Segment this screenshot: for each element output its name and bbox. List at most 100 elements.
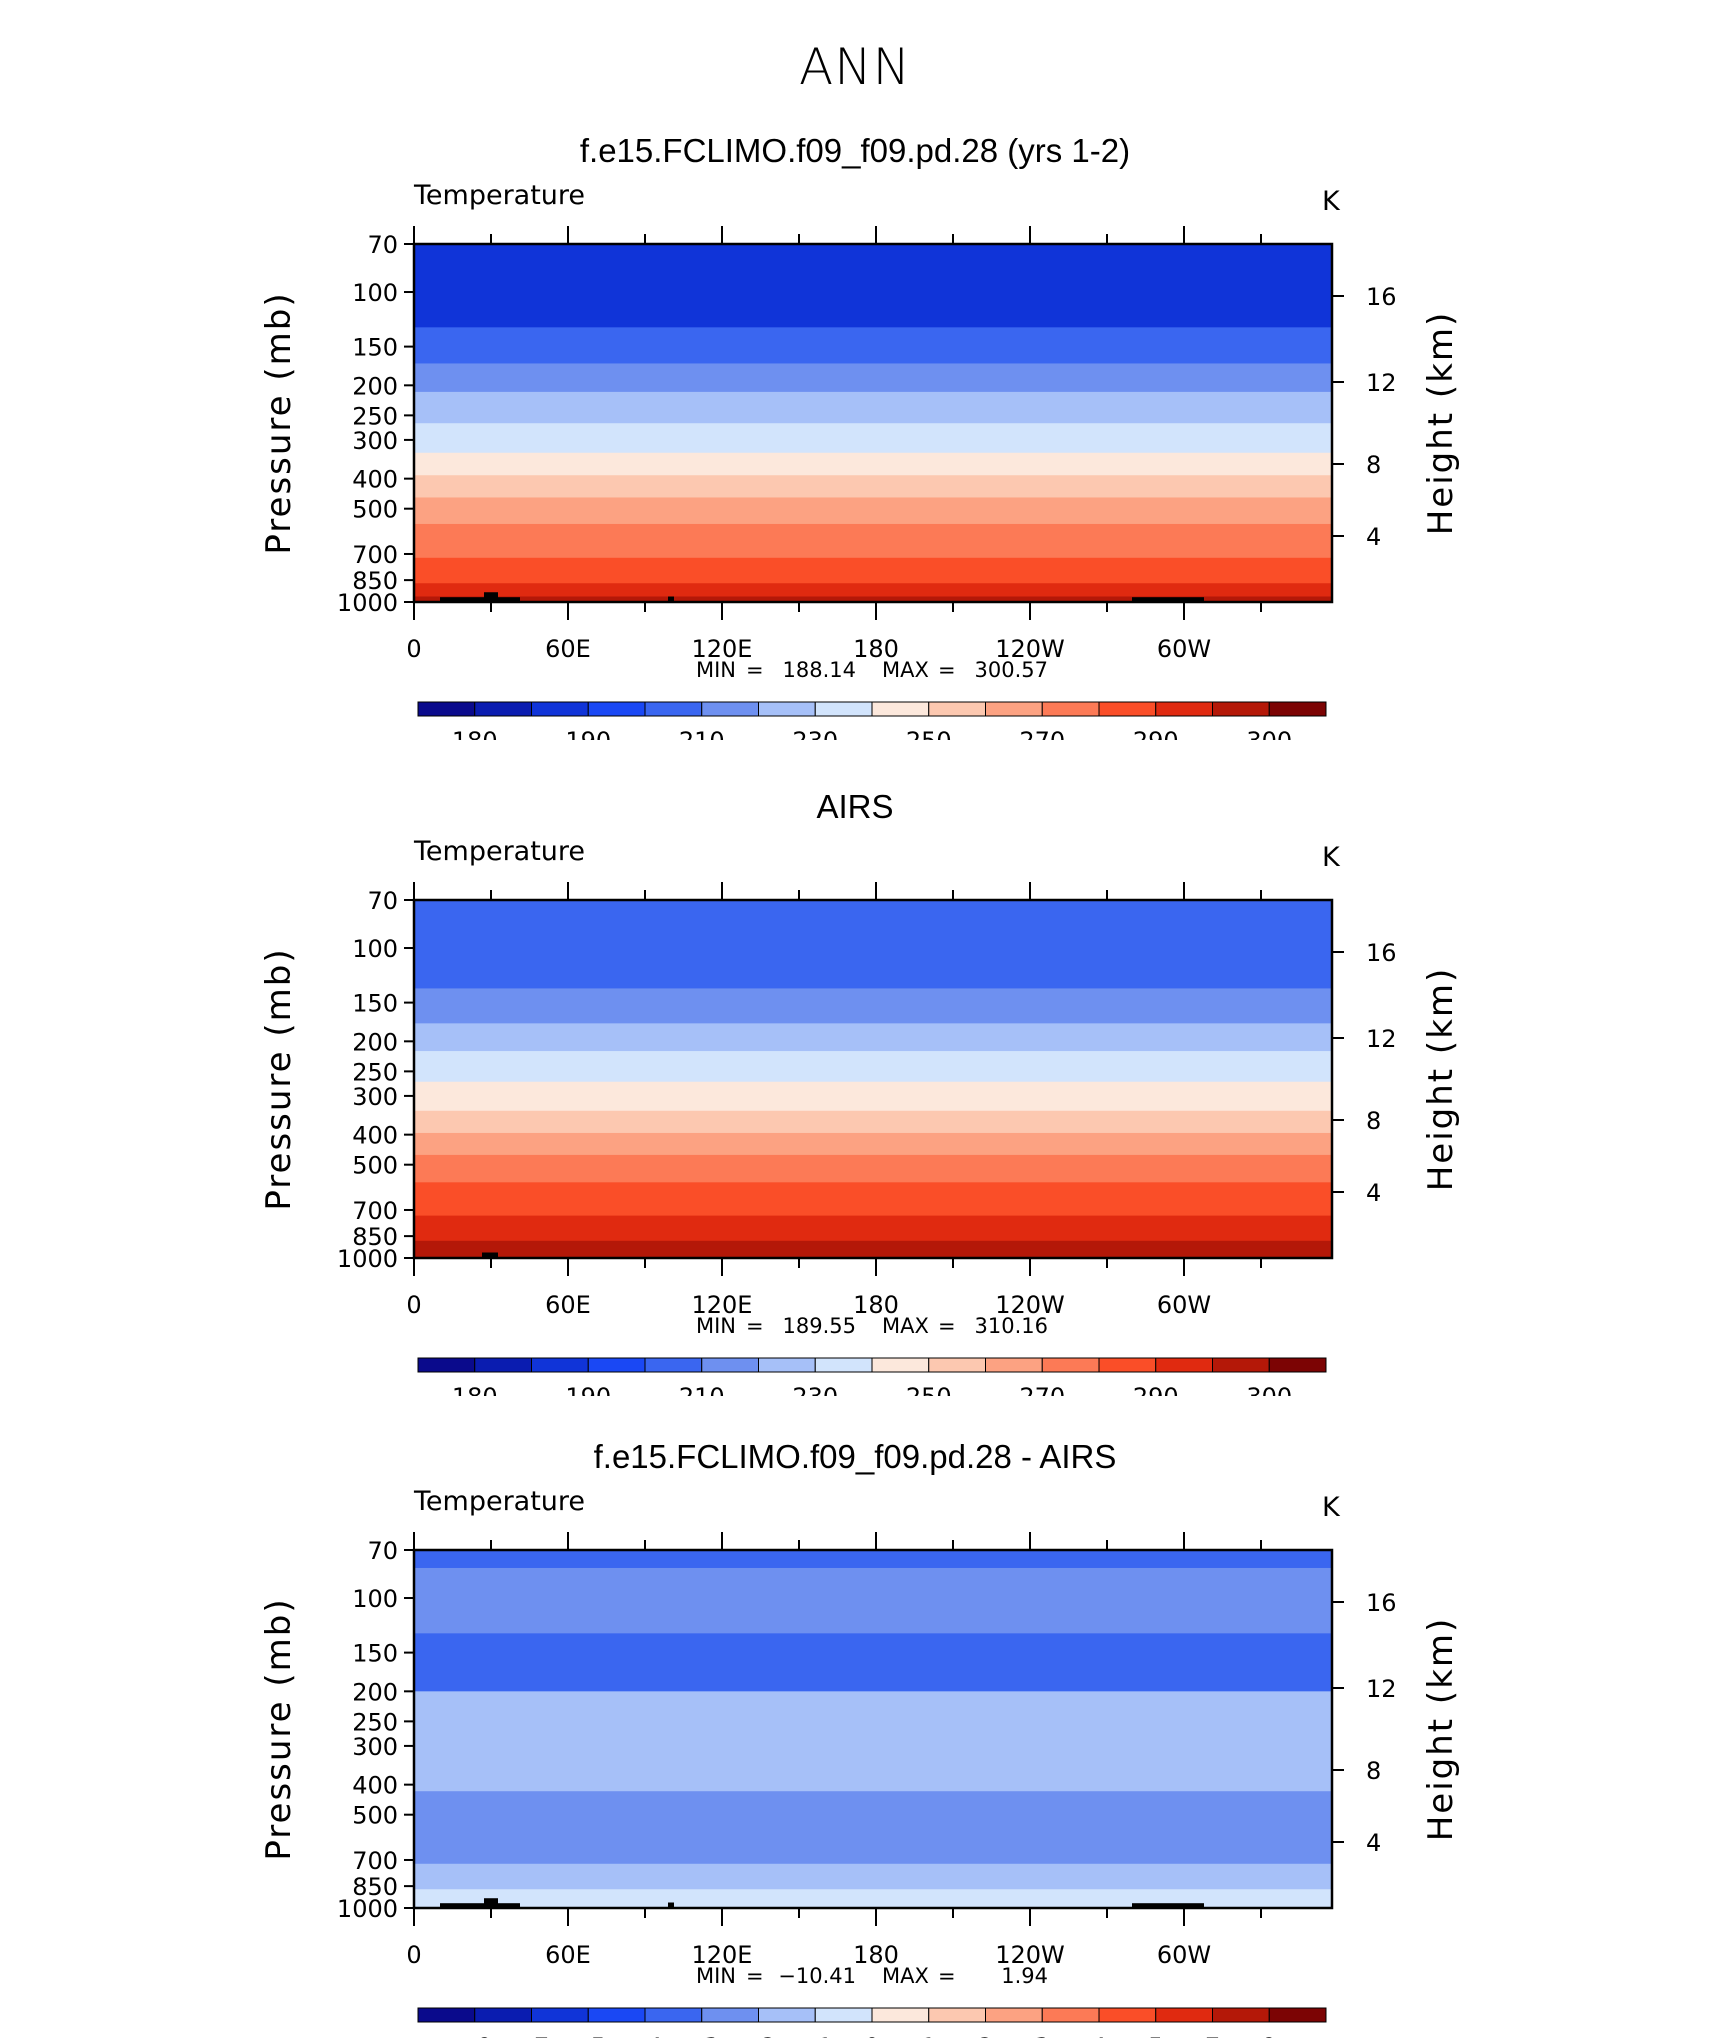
max-value: 1.94 xyxy=(1001,1964,1048,1988)
units-label: K xyxy=(1322,1492,1341,1523)
colorbar-box-9 xyxy=(871,2007,930,2023)
colorbar-box-7 xyxy=(758,1357,816,1373)
colorbar-box-10 xyxy=(928,1357,986,1373)
land-mask-3 xyxy=(668,1902,674,1908)
colorbar-box-8 xyxy=(814,2007,873,2023)
colorbar-box-13 xyxy=(1098,701,1157,717)
figure-title: ANN xyxy=(798,38,911,96)
colorbar-label-6: 270 xyxy=(1019,727,1065,740)
variable-label: Temperature xyxy=(413,180,585,211)
units-label: K xyxy=(1322,842,1341,873)
colorbar-label-2: 190 xyxy=(565,1383,611,1396)
colorbar-box-3 xyxy=(531,2007,589,2023)
max-value: 300.57 xyxy=(975,658,1048,682)
colorbar-label-5: 250 xyxy=(906,1383,952,1396)
x-tick-label-3: 180 xyxy=(853,1941,899,1969)
contour-band-5 xyxy=(414,423,1332,454)
y-tick-label-500: 500 xyxy=(352,496,398,524)
y-tick-label-70: 70 xyxy=(367,887,398,915)
y-axis-label: Pressure (mb) xyxy=(259,291,299,554)
y-tick-label-150: 150 xyxy=(352,334,398,362)
land-mask-2 xyxy=(484,1898,498,1908)
colorbar-label-3: 210 xyxy=(679,727,725,740)
min-label: MIN xyxy=(696,1314,736,1338)
colorbar-box-7 xyxy=(758,701,816,717)
contour-band-3 xyxy=(414,1023,1332,1052)
colorbar-box-3 xyxy=(531,701,589,717)
y-tick-label-500: 500 xyxy=(352,1802,398,1830)
colorbar-box-14 xyxy=(1155,1357,1213,1373)
y2-axis-label: Height (km) xyxy=(1421,1617,1461,1842)
x-tick-label-5: 60W xyxy=(1157,1291,1211,1319)
colorbar-box-16 xyxy=(1268,1357,1327,1373)
y-tick-label-850: 850 xyxy=(352,1873,398,1901)
colorbar-label-4: 230 xyxy=(792,727,838,740)
colorbar-label-1: 180 xyxy=(452,727,498,740)
contour-band-7 xyxy=(414,1132,1332,1156)
colorbar-box-11 xyxy=(985,1357,1043,1373)
land-mask-4 xyxy=(1132,1903,1204,1908)
colorbar-label-2: −7 xyxy=(514,2033,549,2038)
y2-axis-label: Height (km) xyxy=(1421,967,1461,1192)
contour-band-2 xyxy=(414,1567,1332,1634)
y2-tick-label-16: 16 xyxy=(1366,1589,1397,1617)
max-equals: = xyxy=(938,1964,956,1988)
colorbar-label-15: 9 xyxy=(1262,2033,1277,2038)
x-tick-label-1: 60E xyxy=(545,1291,591,1319)
colorbar-box-5 xyxy=(644,2007,703,2023)
contour-band-4 xyxy=(414,1691,1332,1792)
y-tick-label-200: 200 xyxy=(352,1028,398,1056)
panel-1-plot: Temperature K7010015020025030040050070085… xyxy=(259,180,1461,740)
min-value: −10.41 xyxy=(778,1964,856,1988)
colorbar-box-1 xyxy=(417,701,476,717)
colorbar-label-10: 2 xyxy=(978,2033,993,2038)
min-label: MIN xyxy=(696,658,736,682)
plot-frame xyxy=(412,1548,1334,1910)
y-tick-label-850: 850 xyxy=(352,1223,398,1251)
variable-label: Temperature xyxy=(413,1486,585,1517)
land-mask-1 xyxy=(440,597,520,602)
colorbar-label-11: 3 xyxy=(1035,2033,1050,2038)
contour-band-4 xyxy=(414,1051,1332,1083)
y-tick-label-500: 500 xyxy=(352,1152,398,1180)
colorbar-label-2: 190 xyxy=(565,727,611,740)
land-mask-2 xyxy=(484,592,498,602)
min-value: 188.14 xyxy=(783,658,856,682)
min-value: 189.55 xyxy=(783,1314,856,1338)
contour-band-6 xyxy=(414,1110,1332,1134)
land-mask-3 xyxy=(668,596,674,602)
colorbar-box-16 xyxy=(1268,2007,1327,2023)
colorbar-box-4 xyxy=(587,2007,646,2023)
colorbar-box-12 xyxy=(1041,1357,1100,1373)
contour-band-11 xyxy=(414,583,1332,598)
max-label: MAX xyxy=(882,658,929,682)
y2-tick-label-8: 8 xyxy=(1366,1757,1381,1785)
contour-band-4 xyxy=(414,391,1332,424)
y-tick-label-200: 200 xyxy=(352,372,398,400)
min-label: MIN xyxy=(696,1964,736,1988)
x-tick-label-0: 0 xyxy=(406,635,421,663)
colorbar-box-11 xyxy=(985,701,1043,717)
colorbar-box-5 xyxy=(644,1357,703,1373)
contour-band-7 xyxy=(414,475,1332,498)
max-value: 310.16 xyxy=(975,1314,1048,1338)
colorbar-box-11 xyxy=(985,2007,1043,2023)
colorbar-label-6: 270 xyxy=(1019,1383,1065,1396)
contour-band-1 xyxy=(414,1550,1332,1569)
x-tick-label-1: 60E xyxy=(545,635,591,663)
colorbar-box-16 xyxy=(1268,701,1327,717)
y2-tick-label-12: 12 xyxy=(1366,1675,1397,1703)
colorbar-label-8: 300 xyxy=(1246,727,1292,740)
colorbar-box-15 xyxy=(1212,701,1270,717)
colorbar-box-5 xyxy=(644,701,703,717)
max-label: MAX xyxy=(882,1964,929,1988)
colorbar-label-1: 180 xyxy=(452,1383,498,1396)
y-tick-label-70: 70 xyxy=(367,1537,398,1565)
y-tick-label-300: 300 xyxy=(352,1083,398,1111)
colorbar-box-14 xyxy=(1155,701,1213,717)
y2-tick-label-8: 8 xyxy=(1366,1107,1381,1135)
y-tick-label-150: 150 xyxy=(352,990,398,1018)
y2-tick-label-4: 4 xyxy=(1366,1179,1381,1207)
colorbar-box-9 xyxy=(871,701,930,717)
